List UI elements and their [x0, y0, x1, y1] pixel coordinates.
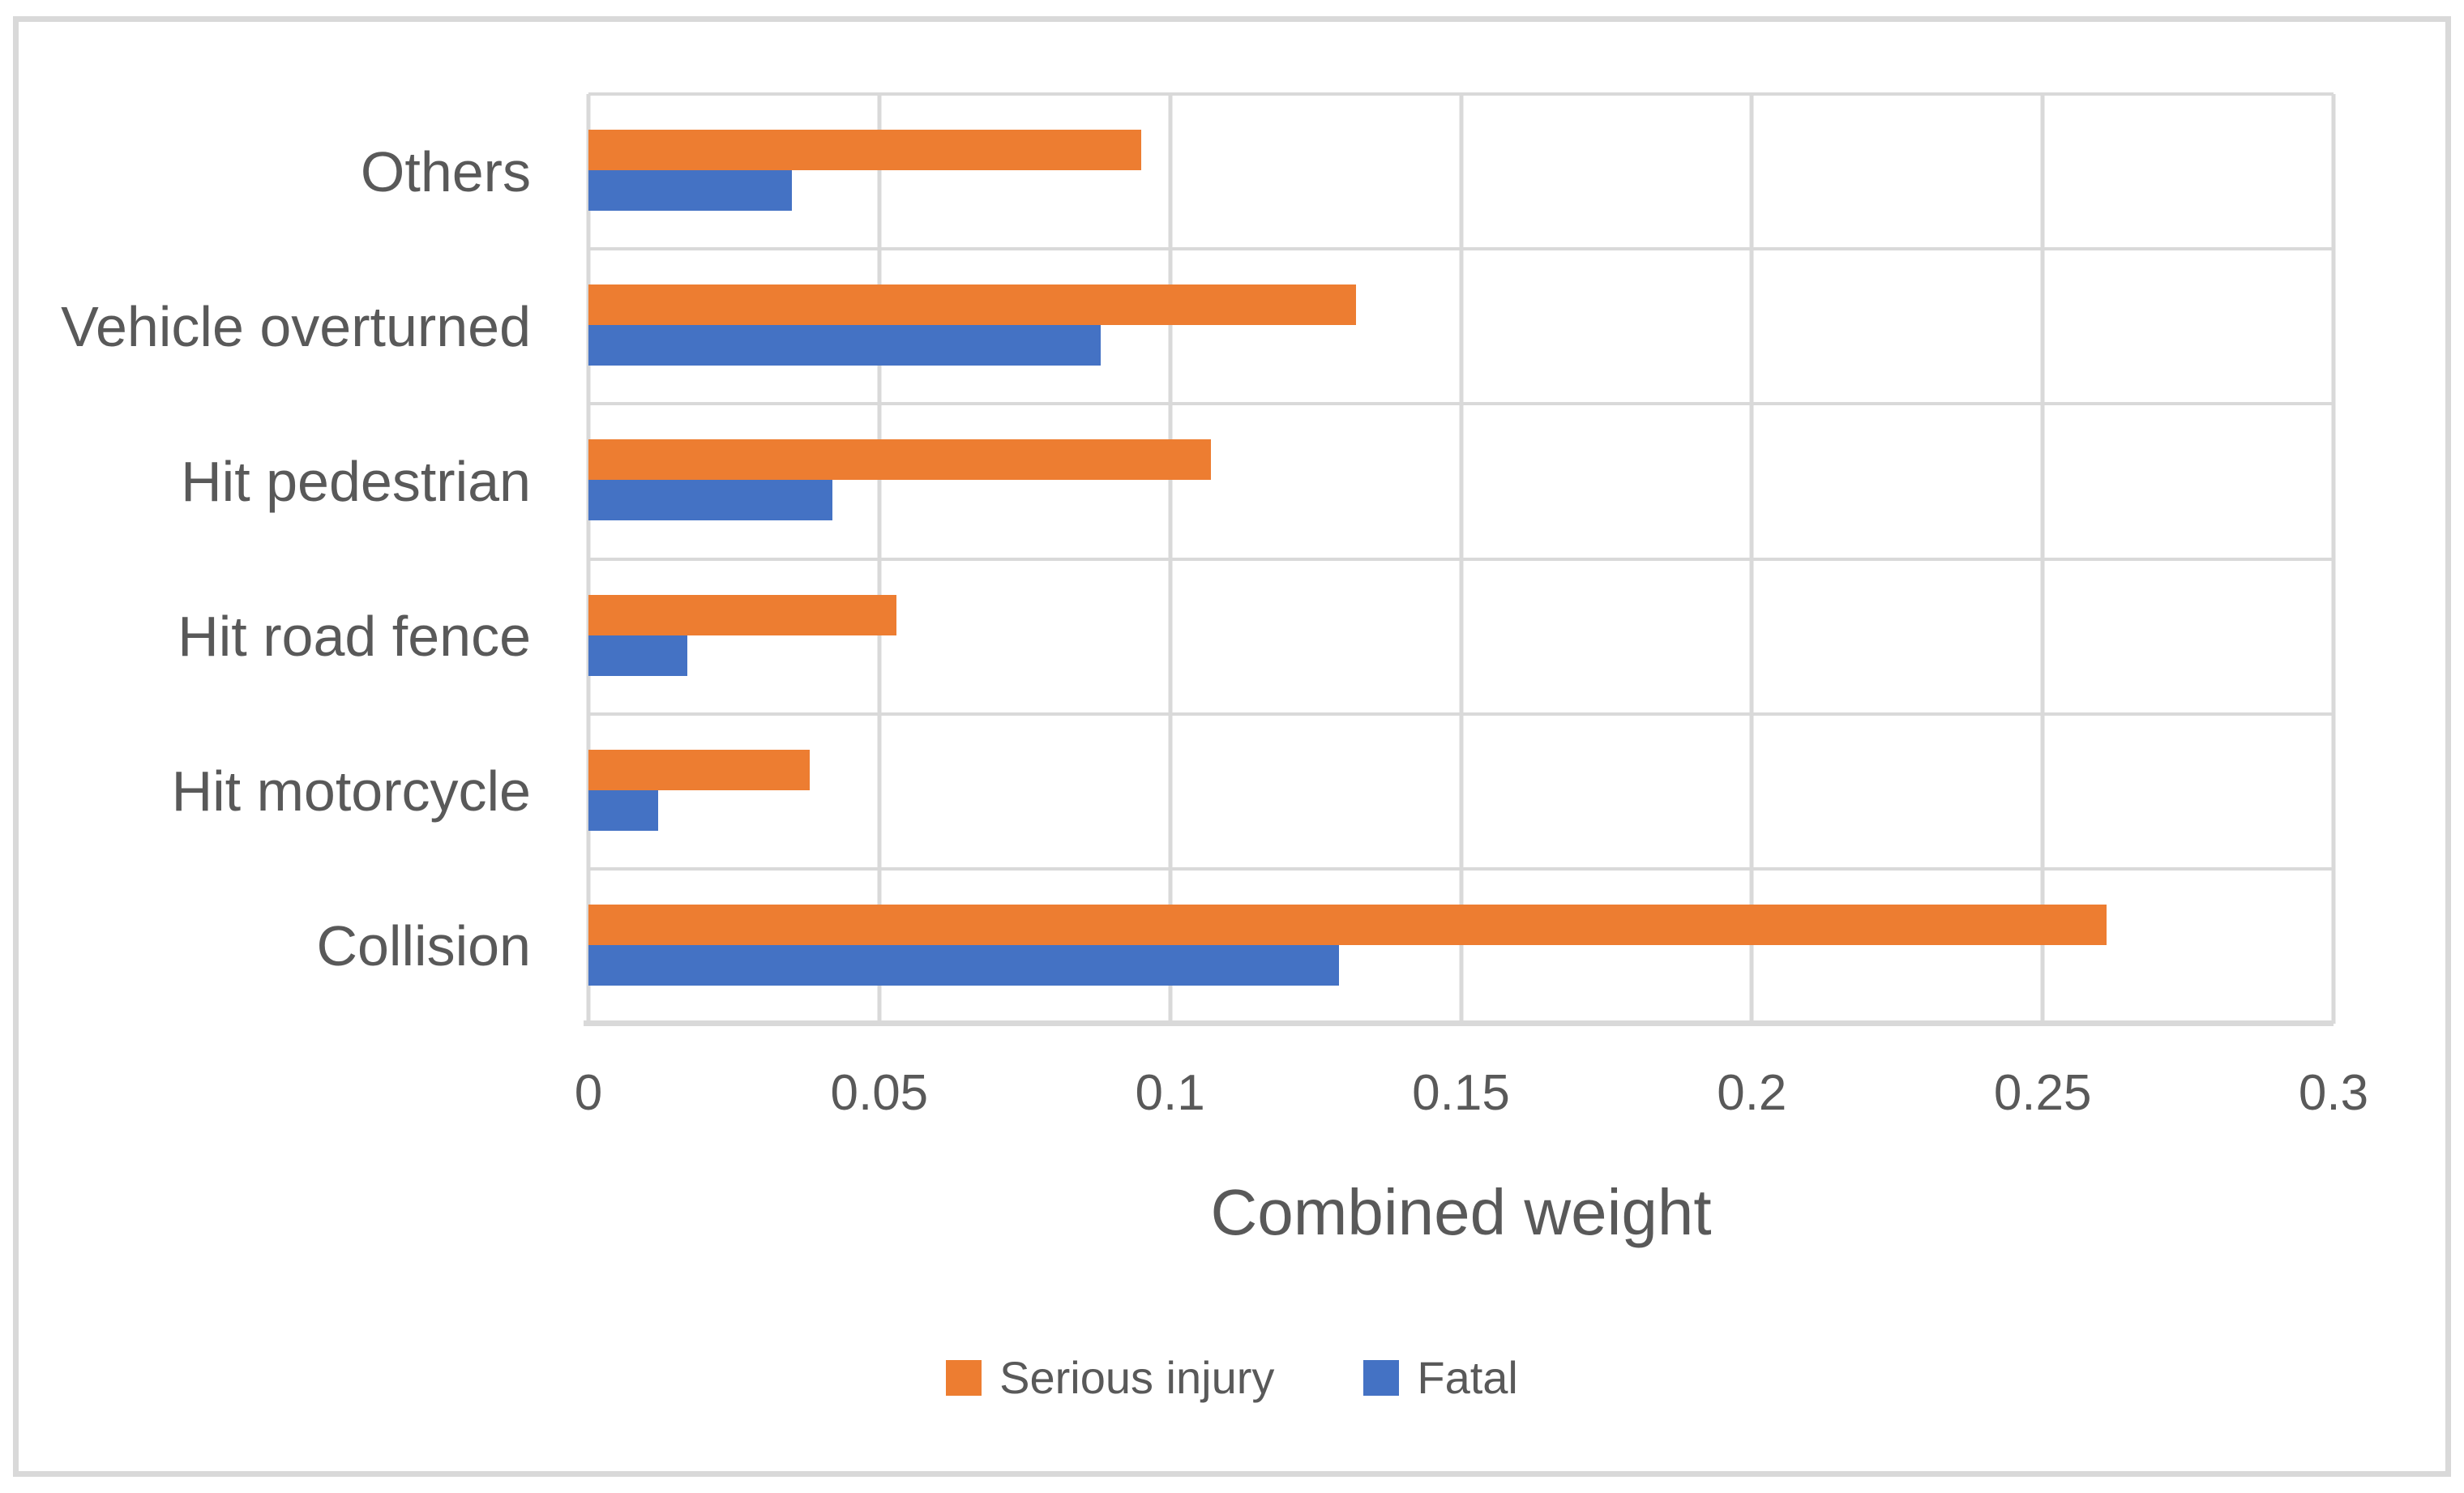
category-label: Hit pedestrian	[181, 449, 531, 513]
legend-item-fatal: Fatal	[1363, 1355, 1518, 1401]
category-axis-labels: Others Vehicle overturned Hit pedestrian Hi…	[0, 94, 531, 1024]
x-axis-ticks: 0 0.05 0.1 0.15 0.2 0.25 0.3	[575, 1065, 2368, 1133]
category-label: Collision	[316, 914, 531, 978]
bar-fatal	[588, 789, 659, 831]
x-tick-label: 0.15	[1412, 1065, 1510, 1121]
bar-fatal	[588, 944, 1339, 986]
category-label: Hit motorcycle	[171, 759, 531, 824]
x-tick-label: 0.05	[830, 1065, 929, 1121]
bar-fatal	[588, 170, 793, 211]
x-tick-label: 0.1	[1135, 1065, 1205, 1121]
category-label-row: Vehicle overturned	[0, 249, 531, 404]
bar-serious-injury	[588, 594, 897, 635]
legend-item-serious-injury: Serious injury	[946, 1355, 1274, 1401]
legend-swatch	[946, 1360, 982, 1396]
category-band	[588, 249, 2334, 404]
x-tick-label: 0	[574, 1065, 603, 1121]
x-axis-line	[584, 1020, 2334, 1026]
category-band	[588, 714, 2334, 869]
legend-label: Fatal	[1417, 1352, 1518, 1403]
category-band	[588, 559, 2334, 714]
category-label-row: Collision	[0, 869, 531, 1024]
vertical-gridline	[2331, 94, 2336, 1024]
bar-serious-injury	[588, 130, 1141, 170]
category-label: Others	[360, 139, 531, 203]
category-label: Vehicle overturned	[61, 294, 531, 358]
legend-swatch	[1363, 1360, 1400, 1396]
bar-fatal	[588, 480, 833, 521]
category-band	[588, 404, 2334, 558]
category-label-row: Hit motorcycle	[0, 714, 531, 869]
horizontal-gridline	[588, 712, 2334, 716]
horizontal-gridline	[588, 866, 2334, 871]
x-axis-title: Combined weight	[1210, 1176, 1712, 1248]
bar-fatal	[588, 325, 1101, 366]
category-band	[588, 94, 2334, 249]
bar-fatal	[588, 635, 687, 676]
horizontal-gridline	[588, 557, 2334, 561]
x-tick-label: 0.3	[2298, 1065, 2369, 1121]
horizontal-gridline	[588, 402, 2334, 406]
figure-border	[13, 16, 2451, 1477]
bar-serious-injury	[588, 749, 810, 790]
plot-area	[584, 92, 2336, 1026]
category-label-row: Hit pedestrian	[0, 404, 531, 558]
x-tick-label: 0.25	[1993, 1065, 2092, 1121]
category-label-row: Others	[0, 94, 531, 249]
category-band	[588, 869, 2334, 1024]
bar-serious-injury	[588, 284, 1357, 326]
horizontal-gridline	[588, 92, 2334, 96]
legend-label: Serious injury	[999, 1352, 1275, 1403]
horizontal-gridline	[588, 247, 2334, 251]
legend: Serious injury Fatal	[0, 1355, 2464, 1401]
category-label-row: Hit road fence	[0, 559, 531, 714]
bar-serious-injury	[588, 904, 2107, 945]
bar-serious-injury	[588, 439, 1211, 481]
x-tick-label: 0.2	[1717, 1065, 1787, 1121]
category-label: Hit road fence	[178, 605, 531, 669]
